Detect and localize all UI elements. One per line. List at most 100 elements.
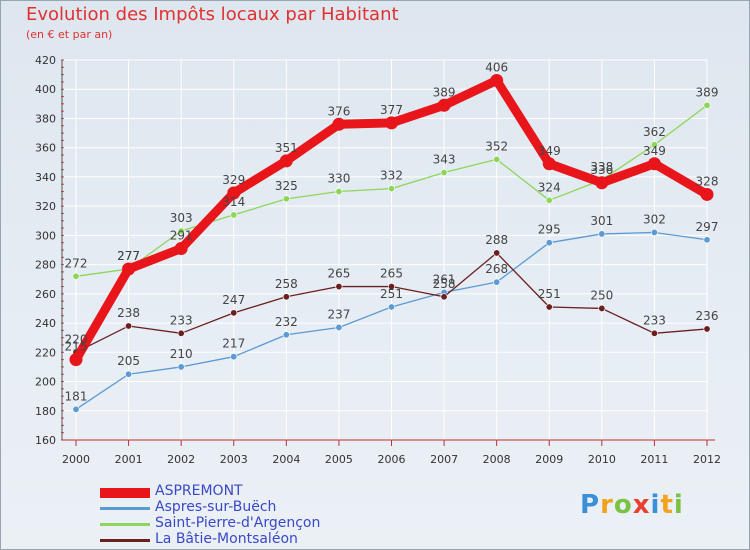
data-label: 265 <box>380 267 403 281</box>
legend-label: Aspres-sur-Buëch <box>155 499 277 515</box>
data-point <box>282 195 290 203</box>
data-label: 210 <box>170 347 193 361</box>
data-point <box>282 293 290 301</box>
y-tick-label: 380 <box>35 112 56 125</box>
legend-swatch <box>100 523 150 526</box>
data-label: 329 <box>222 173 245 187</box>
legend-item-saint-pierre: Saint-Pierre-d'Argençon <box>100 515 400 532</box>
y-tick-label: 340 <box>35 171 56 184</box>
data-point <box>177 227 185 235</box>
x-tick-label: 2012 <box>693 453 721 466</box>
x-tick-label: 2001 <box>115 453 143 466</box>
data-label: 220 <box>65 332 88 346</box>
data-point <box>177 363 185 371</box>
data-label: 205 <box>117 354 140 368</box>
data-label: 232 <box>275 315 298 329</box>
data-label: 236 <box>696 309 719 323</box>
data-label: 277 <box>117 249 140 263</box>
chart-title: Evolution des Impôts locaux par Habitant <box>26 4 399 25</box>
x-tick-label: 2004 <box>272 453 300 466</box>
data-point <box>279 154 293 168</box>
data-point <box>650 141 658 149</box>
data-point <box>227 186 241 200</box>
x-tick-label: 2008 <box>483 453 511 466</box>
data-point <box>72 272 80 280</box>
data-point <box>493 278 501 286</box>
data-point <box>72 405 80 413</box>
data-point <box>122 262 136 276</box>
x-tick-label: 2005 <box>325 453 353 466</box>
data-point <box>387 283 395 291</box>
x-tick-label: 2006 <box>378 453 406 466</box>
data-label: 351 <box>275 141 298 155</box>
data-label: 302 <box>643 212 666 226</box>
data-label: 389 <box>696 85 719 99</box>
data-point <box>174 242 188 256</box>
legend: ASPREMONT Aspres-sur-Buëch Saint-Pierre-… <box>100 483 400 548</box>
y-tick-label: 160 <box>35 434 56 447</box>
data-point <box>125 322 133 330</box>
data-point <box>647 157 661 171</box>
data-label: 258 <box>275 277 298 291</box>
data-label: 314 <box>222 195 245 209</box>
data-label: 336 <box>590 163 613 177</box>
data-label: 233 <box>170 313 193 327</box>
data-point <box>387 185 395 193</box>
data-label: 251 <box>538 287 561 301</box>
y-tick-label: 420 <box>35 54 56 67</box>
y-tick-label: 300 <box>35 229 56 242</box>
data-point <box>125 370 133 378</box>
data-point <box>387 303 395 311</box>
data-point <box>598 230 606 238</box>
data-point <box>703 236 711 244</box>
y-tick-label: 320 <box>35 200 56 213</box>
data-label: 297 <box>696 220 719 234</box>
x-tick-label: 2011 <box>640 453 668 466</box>
data-point <box>703 101 711 109</box>
data-point <box>650 228 658 236</box>
data-label: 238 <box>117 306 140 320</box>
data-point <box>598 304 606 312</box>
legend-swatch <box>100 539 150 542</box>
x-tick-label: 2003 <box>220 453 248 466</box>
x-tick-label: 2002 <box>167 453 195 466</box>
data-label: 272 <box>65 256 88 270</box>
legend-item-aspremont: ASPREMONT <box>100 483 400 500</box>
data-label: 250 <box>590 288 613 302</box>
data-label: 352 <box>485 139 508 153</box>
data-label: 258 <box>433 277 456 291</box>
y-tick-label: 400 <box>35 83 56 96</box>
data-point <box>440 293 448 301</box>
data-point <box>335 323 343 331</box>
data-point <box>650 329 658 337</box>
legend-item-batie: La Bâtie-Montsaléon <box>100 531 400 548</box>
data-label: 406 <box>485 60 508 74</box>
legend-item-aspres: Aspres-sur-Buëch <box>100 499 400 516</box>
data-label: 251 <box>380 287 403 301</box>
data-point <box>493 155 501 163</box>
data-label: 349 <box>643 144 666 158</box>
data-point <box>69 353 83 367</box>
data-label: 265 <box>327 267 350 281</box>
data-point <box>440 169 448 177</box>
data-label: 389 <box>433 85 456 99</box>
data-point <box>230 309 238 317</box>
data-point <box>493 249 501 257</box>
data-point <box>332 117 346 131</box>
data-label: 328 <box>696 174 719 188</box>
data-label: 377 <box>380 103 403 117</box>
y-tick-label: 220 <box>35 346 56 359</box>
y-tick-label: 360 <box>35 142 56 155</box>
data-label: 349 <box>538 144 561 158</box>
x-tick-label: 2007 <box>430 453 458 466</box>
data-point <box>545 196 553 204</box>
data-label: 338 <box>590 160 613 174</box>
y-tick-label: 200 <box>35 376 56 389</box>
data-label: 291 <box>170 229 193 243</box>
data-label: 332 <box>380 169 403 183</box>
data-point <box>700 187 714 201</box>
x-tick-label: 2009 <box>535 453 563 466</box>
data-label: 303 <box>170 211 193 225</box>
data-point <box>545 239 553 247</box>
legend-swatch <box>100 507 150 510</box>
